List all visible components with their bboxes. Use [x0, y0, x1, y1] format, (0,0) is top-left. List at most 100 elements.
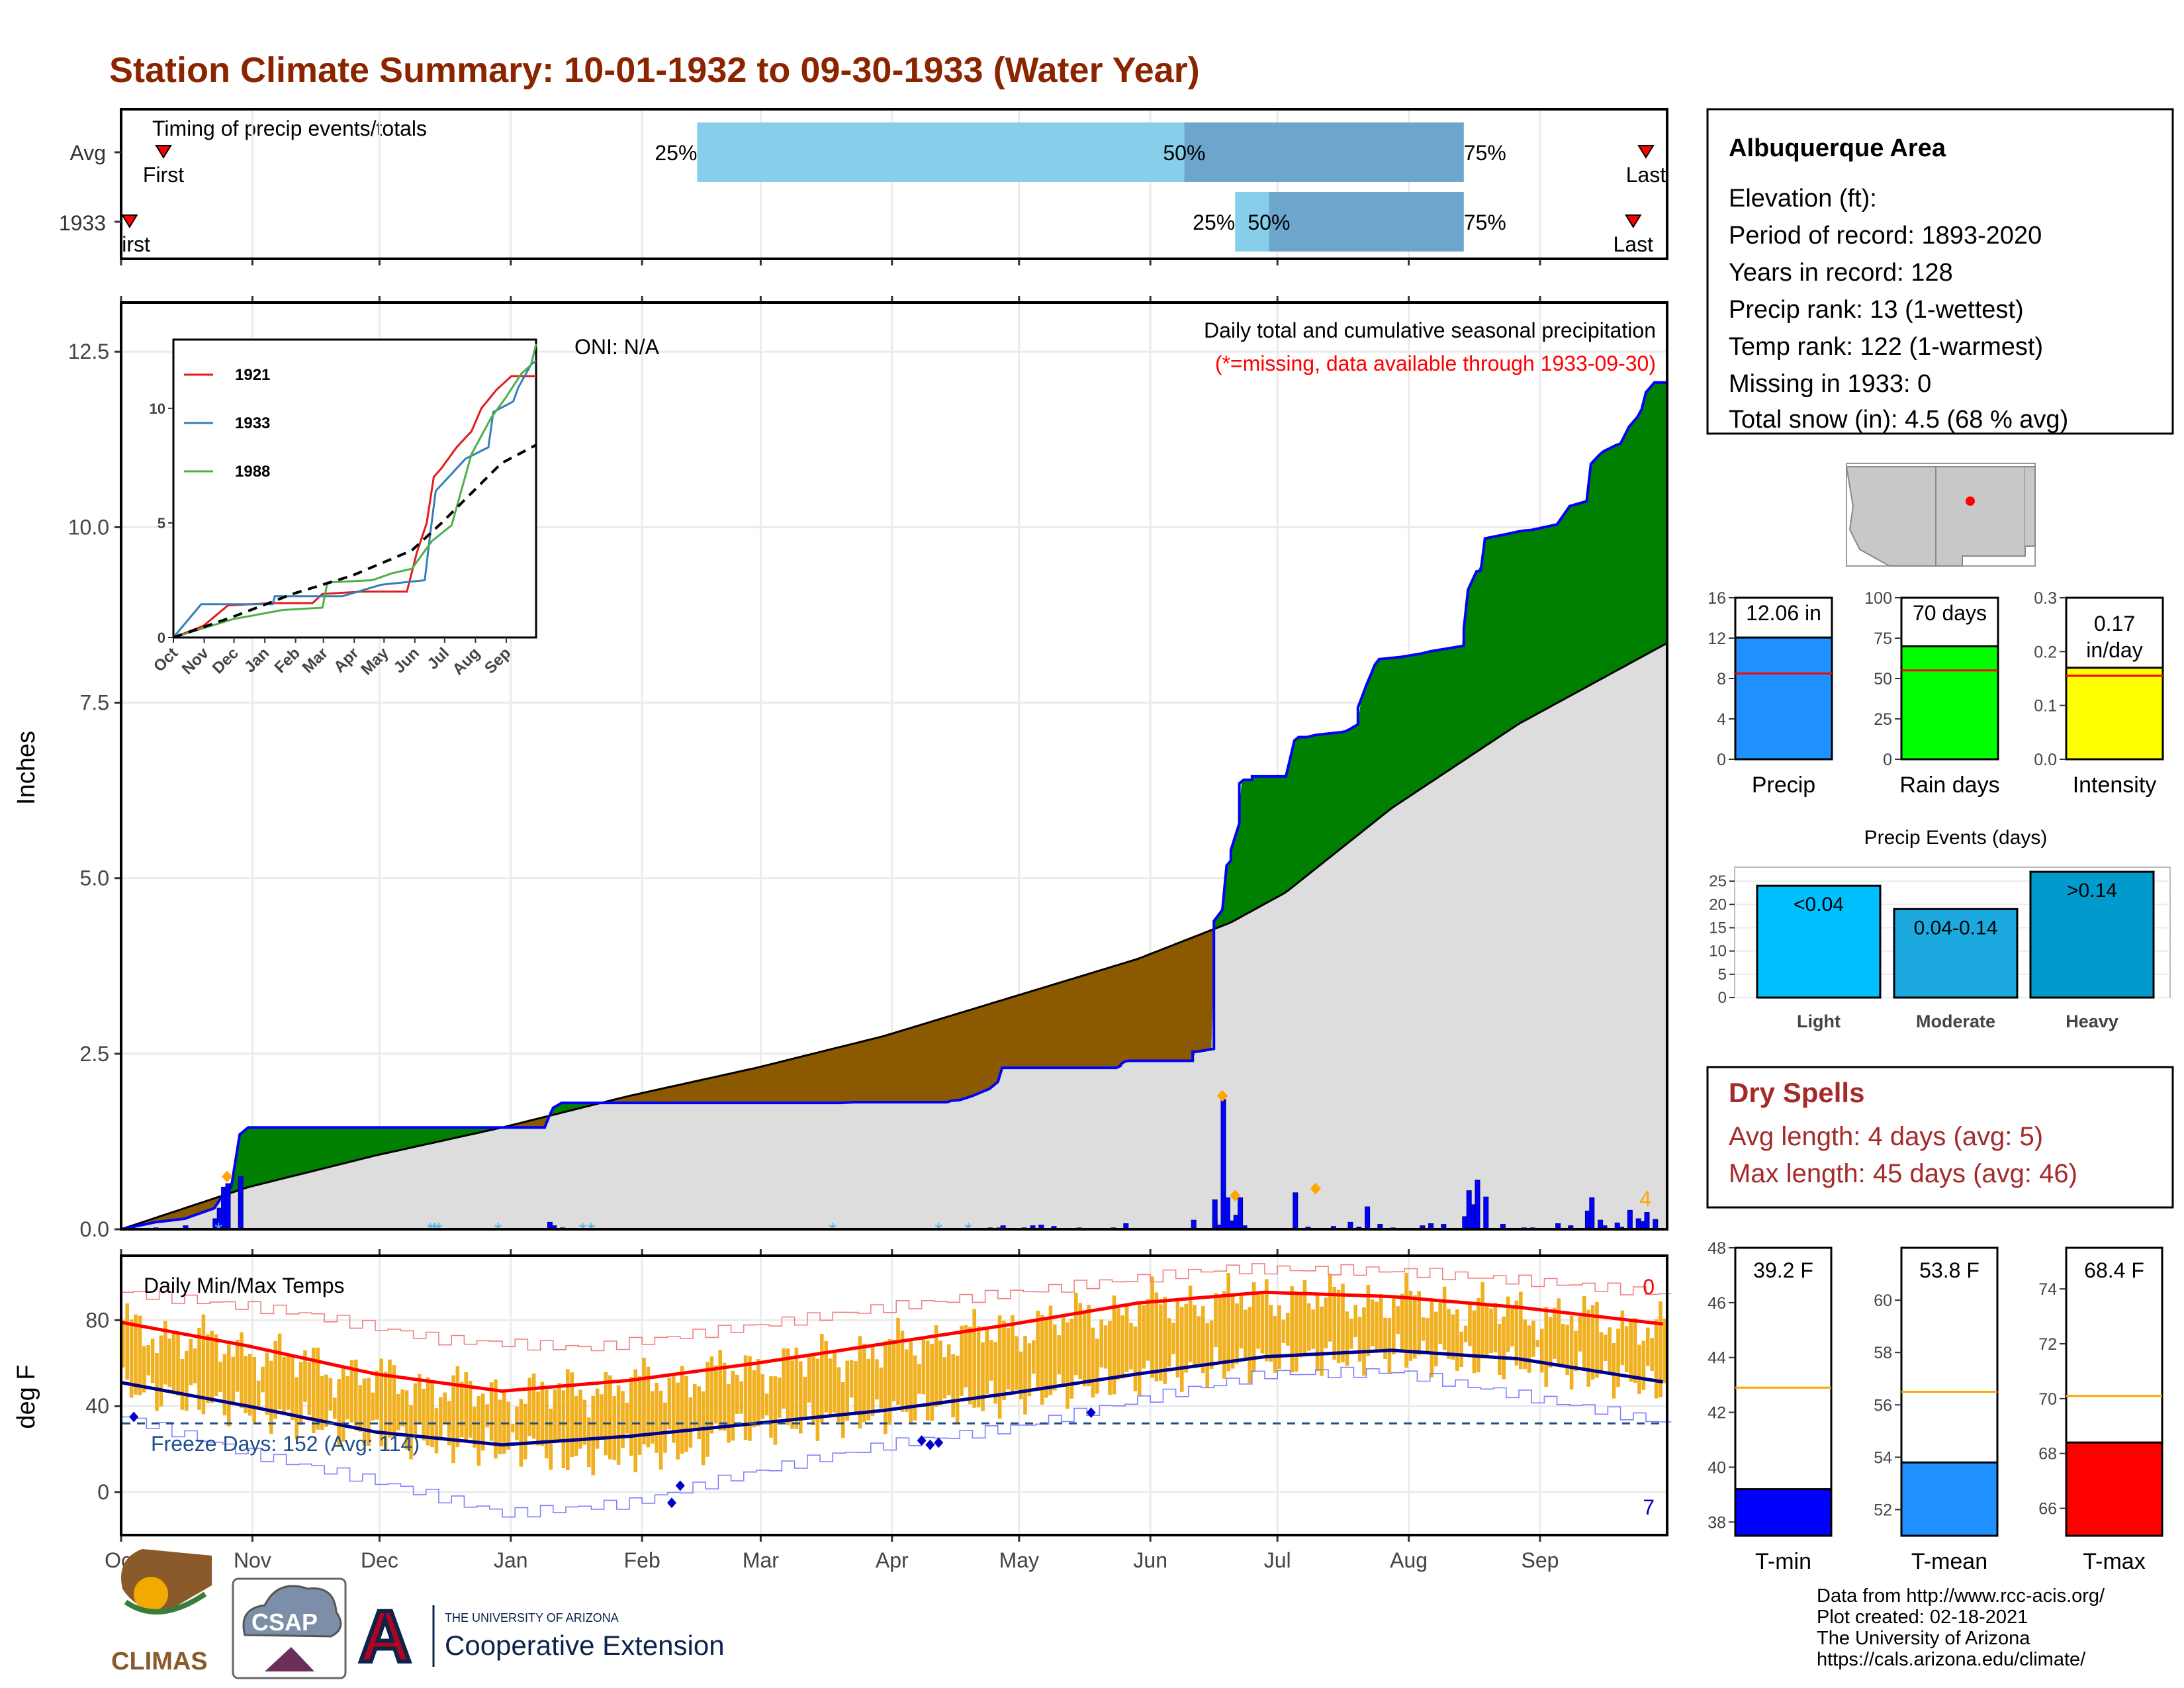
daily-temp-bar [604, 1372, 608, 1456]
daily-temp-bar [646, 1366, 651, 1448]
event-bar [1756, 884, 1882, 999]
daily-temp-bar [392, 1365, 396, 1438]
daily-temp-bar [1214, 1293, 1218, 1347]
daily-temp-bar [1112, 1295, 1116, 1395]
temp-bar-fill [1734, 1488, 1833, 1537]
daily-temp-bar [1650, 1338, 1654, 1371]
daily-temp-bar [718, 1350, 722, 1430]
first-event-marker [121, 214, 138, 228]
temp-bar-title: T-mean [1911, 1549, 1987, 1574]
cumulative-difference-fill [1377, 658, 1382, 820]
temp-bar-tick-label: 54 [1874, 1448, 1892, 1467]
cumulative-difference-fill [1531, 528, 1536, 718]
daily-temp-bar [358, 1385, 362, 1432]
cumulative-difference-fill [963, 1010, 968, 1100]
cumulative-difference-fill [1253, 776, 1258, 911]
event-marker [222, 1170, 232, 1183]
inset-x-tick-label: Apr [330, 644, 362, 676]
timing-pct-label: 25% [655, 141, 697, 165]
daily-precip-bar [1293, 1192, 1298, 1230]
daily-temp-bar [942, 1357, 947, 1399]
cumulative-difference-fill [1385, 657, 1389, 814]
cumulative-difference-fill [1435, 649, 1439, 780]
cumulative-difference-fill [925, 1021, 929, 1103]
daily-temp-bar [752, 1370, 756, 1428]
cumulative-difference-fill [1582, 500, 1586, 690]
cumulative-difference-fill [762, 1064, 767, 1103]
daily-temp-bar [1362, 1307, 1366, 1376]
summary-bar-fill [1900, 645, 1999, 761]
cumulative-difference-fill [1349, 726, 1355, 842]
cumulative-difference-fill [1126, 961, 1130, 1062]
new-mexico-shape [1935, 466, 2026, 567]
daily-temp-bar [473, 1407, 477, 1448]
cumulative-difference-fill [410, 1127, 416, 1149]
daily-temp-bar [900, 1331, 905, 1412]
daily-temp-bar [121, 1320, 125, 1368]
daily-temp-bar [400, 1389, 404, 1427]
daily-temp-bar [1061, 1316, 1066, 1384]
daily-temp-bar [663, 1402, 667, 1453]
events-tick-label: 10 [1709, 943, 1727, 961]
summary-bar-tick-label: 8 [1717, 670, 1726, 688]
cumulative-difference-fill [1527, 530, 1532, 720]
oni-label: ONI: N/A [574, 335, 660, 359]
daily-temp-bar [333, 1397, 337, 1419]
cumulative-difference-fill [402, 1127, 408, 1150]
daily-temp-bar [926, 1340, 930, 1421]
daily-temp-bar [1426, 1318, 1430, 1352]
cumulative-difference-fill [1311, 734, 1316, 872]
cumulative-difference-fill [322, 1127, 326, 1170]
cumulative-difference-fill [391, 1127, 396, 1152]
cumulative-difference-fill [936, 1018, 941, 1103]
cumulative-difference-fill [712, 1076, 717, 1103]
cumulative-difference-fill [1122, 962, 1126, 1064]
summary-bar-fill [1734, 636, 1833, 761]
precip-summary-bars: 12.06 in Precip 0 4 8 12 16 70 days Rain days 0 25… [1707, 589, 2164, 798]
daily-temp-bar [1637, 1344, 1641, 1394]
daily-temp-bar [820, 1334, 824, 1423]
cumulative-difference-fill [1342, 730, 1347, 848]
daily-temp-bar [167, 1338, 171, 1387]
daily-temp-bar [248, 1354, 252, 1416]
daily-temp-bar [498, 1399, 502, 1454]
cumulative-difference-fill [1110, 965, 1115, 1068]
temp-bar-tick-label: 66 [2038, 1500, 2057, 1519]
daily-temp-bar [828, 1358, 833, 1417]
daily-temp-bar [778, 1378, 782, 1418]
daily-temp-bar [1430, 1301, 1434, 1378]
daily-temp-bar [1379, 1293, 1383, 1350]
cumulative-difference-fill [1408, 655, 1412, 798]
cumulative-difference-fill [1624, 428, 1629, 667]
cumulative-difference-fill [1068, 978, 1073, 1068]
cumulative-difference-fill [897, 1030, 903, 1103]
observed-cumulative-line [120, 381, 1667, 1231]
event-category-label: Heavy [2066, 1011, 2118, 1031]
daily-temp-bar [1375, 1301, 1379, 1352]
climas-arc [124, 1591, 207, 1615]
daily-temp-bar [1442, 1286, 1447, 1350]
daily-temp-bar [180, 1358, 185, 1410]
daily-temp-bar [1103, 1325, 1108, 1369]
daily-temp-bar [176, 1333, 180, 1396]
station-frame [1706, 108, 2174, 435]
cumulative-difference-fill [878, 1036, 883, 1103]
cumulative-difference-fill [774, 1062, 779, 1103]
summary-bar-value-label: 12.06 in [1746, 601, 1821, 625]
daily-precip-bar [238, 1176, 244, 1230]
daily-temp-bar [1336, 1289, 1341, 1364]
daily-temp-bar [833, 1350, 837, 1413]
summary-bar-value-label: in/day [2086, 638, 2142, 662]
first-event-label: First [109, 232, 150, 256]
daily-temp-bar [1222, 1291, 1226, 1379]
daily-temp-bar [1498, 1324, 1502, 1375]
daily-temp-bar [1345, 1311, 1349, 1366]
daily-temp-bar [582, 1399, 587, 1445]
precip-y-tick-label: 5.0 [80, 867, 109, 890]
cumulative-difference-fill [832, 1047, 837, 1103]
temp-bar-tick-label: 70 [2038, 1390, 2057, 1409]
daily-temp-bar [464, 1372, 468, 1441]
daily-temp-bar [693, 1383, 697, 1431]
precip-y-tick-label: 10.0 [68, 515, 109, 539]
